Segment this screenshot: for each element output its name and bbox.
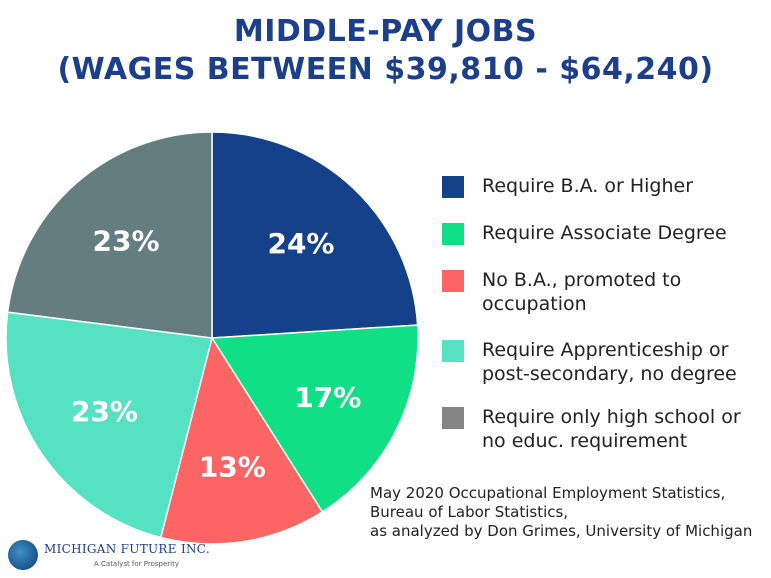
logo-tagline: A Catalyst for Prosperity bbox=[94, 560, 179, 568]
legend-swatch bbox=[442, 223, 464, 245]
legend-label: Require Associate Degree bbox=[482, 222, 727, 244]
slice-value-label: 24% bbox=[267, 227, 334, 260]
pie-slice bbox=[5, 311, 213, 539]
legend-swatch bbox=[442, 340, 464, 362]
legend-swatch bbox=[442, 270, 464, 292]
legend-label: No B.A., promoted to occupation bbox=[482, 269, 682, 315]
legend-label: Require only high school or no educ. req… bbox=[482, 406, 741, 452]
michigan-globe-icon bbox=[8, 540, 38, 570]
source-line: Bureau of Labor Statistics, bbox=[370, 503, 569, 521]
legend-label: Require Apprenticeship or post-secondary… bbox=[482, 339, 737, 385]
chart-title-line2: (WAGES BETWEEN $39,810 - $64,240) bbox=[57, 52, 714, 87]
slice-value-label: 23% bbox=[93, 224, 160, 257]
pie-slice bbox=[210, 324, 419, 513]
source-note: May 2020 Occupational Employment Statist… bbox=[370, 484, 768, 541]
source-line: May 2020 Occupational Employment Statist… bbox=[370, 484, 726, 502]
michigan-future-logo: MICHIGAN FUTURE INC. A Catalyst for Pros… bbox=[4, 538, 210, 576]
slice-value-label: 17% bbox=[294, 381, 361, 414]
pie-slice bbox=[211, 131, 419, 339]
legend-swatch bbox=[442, 407, 464, 429]
chart-title-line1: MIDDLE-PAY JOBS bbox=[233, 14, 538, 49]
pie-slice bbox=[6, 131, 213, 339]
pie-slice bbox=[159, 336, 324, 545]
logo-name: MICHIGAN FUTURE INC. bbox=[44, 542, 210, 556]
legend-swatch bbox=[442, 176, 464, 198]
source-line: as analyzed by Don Grimes, University of… bbox=[370, 522, 753, 540]
slice-value-label: 23% bbox=[71, 395, 138, 428]
slice-value-label: 13% bbox=[199, 450, 266, 483]
legend-label: Require B.A. or Higher bbox=[482, 175, 694, 197]
